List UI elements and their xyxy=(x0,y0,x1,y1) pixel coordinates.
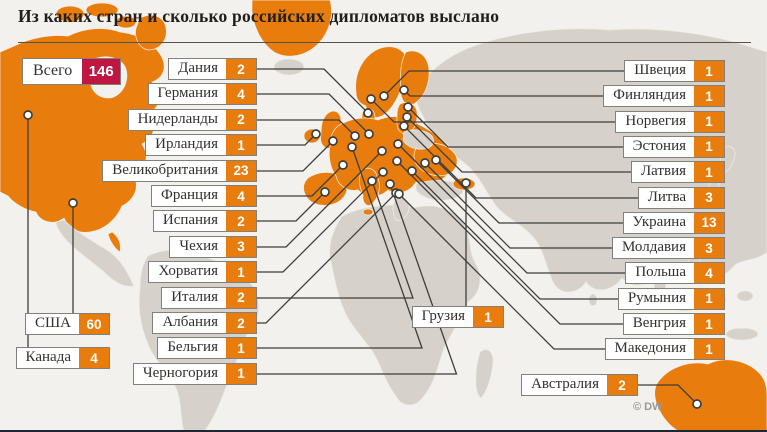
country-name: Грузия xyxy=(421,308,465,324)
country-row: Италия 2 xyxy=(161,286,257,309)
country-name: Нидерланды xyxy=(137,110,218,127)
country-value-badge: 2 xyxy=(226,59,256,79)
country-row: Албания 2 xyxy=(152,312,257,334)
country-value-badge: 1 xyxy=(226,363,256,384)
country-row: Норвегия 1 xyxy=(615,110,725,133)
country-name: Литва xyxy=(647,188,686,205)
country-value-badge: 23 xyxy=(226,160,256,181)
bottom-border xyxy=(0,430,767,432)
country-name: Австралия xyxy=(531,376,599,392)
country-value-badge: 1 xyxy=(226,262,256,283)
country-name: Италия xyxy=(171,288,218,305)
country-value-badge: 1 xyxy=(694,136,724,157)
infographic-title: Из каких стран и сколько российских дипл… xyxy=(18,6,500,26)
country-row: Румыния 1 xyxy=(617,287,725,310)
country-row: Украина 13 xyxy=(622,211,725,234)
country-value-badge: 3 xyxy=(694,238,724,259)
country-value-badge: 1 xyxy=(694,162,724,183)
country-name: Македония xyxy=(614,340,686,357)
country-row: Швеция 1 xyxy=(624,60,725,82)
country-name: Норвегия xyxy=(625,112,686,129)
country-name: Хорватия xyxy=(158,263,218,280)
country-name: Украина xyxy=(632,213,686,230)
country-row: Молдавия 3 xyxy=(611,237,725,260)
title-divider xyxy=(18,42,751,43)
region-madagascar xyxy=(475,349,494,399)
country-name: Ирландия xyxy=(155,136,218,153)
country-value-badge: 1 xyxy=(226,135,256,156)
country-name: Канада xyxy=(25,349,71,365)
country-name: Эстония xyxy=(632,137,686,154)
credit: © DW xyxy=(633,401,663,413)
total-label: Всего xyxy=(33,62,73,79)
country-row: Чехия 3 xyxy=(169,235,257,258)
total-value-badge: 146 xyxy=(82,59,121,84)
country-value-badge: 4 xyxy=(226,186,256,206)
total-box: Всего 146 xyxy=(22,58,122,85)
country-value-badge: 1 xyxy=(694,61,724,81)
country-value-badge: 2 xyxy=(607,375,637,395)
country-name: Финляндия xyxy=(613,87,686,104)
country-row: Латвия 1 xyxy=(630,161,725,184)
country-row: Венгрия 1 xyxy=(622,313,725,335)
country-value-badge: 1 xyxy=(473,307,503,327)
country-value-badge: 1 xyxy=(694,86,724,107)
country-row: Грузия 1 xyxy=(411,306,504,328)
country-row: Нидерланды 2 xyxy=(127,108,257,131)
country-row: Бельгия 1 xyxy=(157,337,257,360)
country-name: Великобритания xyxy=(112,161,218,178)
country-row: Австралия 2 xyxy=(521,374,638,396)
country-name: Албания xyxy=(162,314,218,330)
country-name: Германия xyxy=(157,85,218,102)
country-row: Великобритания 23 xyxy=(102,159,257,182)
country-row: Черногория 1 xyxy=(132,362,257,385)
country-row: Польша 4 xyxy=(625,262,725,285)
country-value-badge: 2 xyxy=(226,211,256,232)
country-value-badge: 1 xyxy=(694,314,724,334)
country-value-badge: 3 xyxy=(694,187,724,208)
country-value-badge: 60 xyxy=(79,314,109,334)
country-row: Франция 4 xyxy=(151,185,257,207)
country-value-badge: 2 xyxy=(226,313,256,333)
country-name: Румыния xyxy=(627,289,686,306)
region-new-guinea xyxy=(725,327,759,341)
country-name: Швеция xyxy=(634,62,686,78)
country-name: Испания xyxy=(162,212,218,229)
country-name: Черногория xyxy=(142,364,218,381)
country-name: США xyxy=(35,315,71,331)
country-row: Македония 1 xyxy=(604,338,725,361)
country-name: Бельгия xyxy=(167,339,218,356)
country-name: Латвия xyxy=(640,163,686,180)
country-row: Эстония 1 xyxy=(622,135,725,158)
country-value-badge: 2 xyxy=(226,287,256,308)
country-value-badge: 1 xyxy=(694,288,724,309)
country-name: Молдавия xyxy=(621,239,686,256)
country-value-badge: 13 xyxy=(694,212,724,233)
country-row: Хорватия 1 xyxy=(148,261,257,284)
country-value-badge: 1 xyxy=(226,338,256,359)
country-row: Германия 4 xyxy=(147,83,257,106)
country-name: Франция xyxy=(161,187,218,203)
country-value-badge: 4 xyxy=(226,84,256,105)
country-value-badge: 1 xyxy=(694,339,724,360)
region-mexico xyxy=(55,219,135,287)
country-value-badge: 2 xyxy=(226,109,256,130)
country-row: Ирландия 1 xyxy=(145,134,257,157)
country-value-badge: 1 xyxy=(694,111,724,132)
country-name: Венгрия xyxy=(632,315,686,331)
country-value-badge: 4 xyxy=(79,348,109,368)
country-row: Канада 4 xyxy=(15,347,110,369)
country-row: США 60 xyxy=(25,313,110,335)
country-name: Чехия xyxy=(179,237,218,254)
country-row: Дания 2 xyxy=(168,58,257,80)
country-name: Польша xyxy=(635,264,686,281)
country-row: Финляндия 1 xyxy=(603,85,725,108)
country-row: Испания 2 xyxy=(152,210,257,233)
country-row: Литва 3 xyxy=(637,186,725,209)
country-value-badge: 3 xyxy=(226,236,256,257)
country-name: Дания xyxy=(178,60,218,76)
country-value-badge: 4 xyxy=(694,263,724,284)
